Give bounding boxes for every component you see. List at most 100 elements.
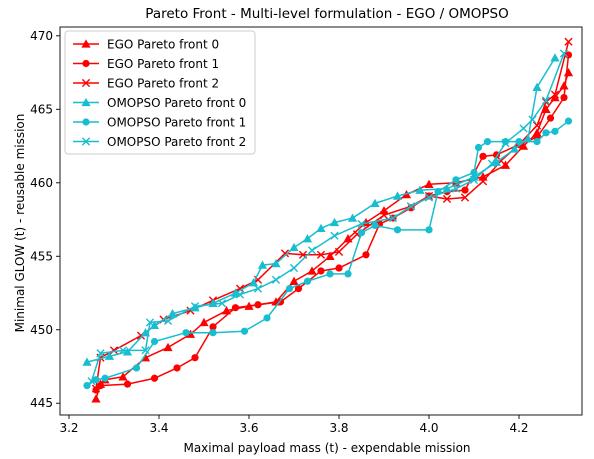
data-point <box>191 354 199 362</box>
data-point <box>82 357 92 366</box>
data-point <box>347 213 358 222</box>
data-point <box>221 306 232 315</box>
data-point <box>235 290 245 299</box>
data-point <box>442 194 452 204</box>
y-tick-label: 470 <box>30 29 53 43</box>
data-point <box>564 117 573 125</box>
data-point <box>392 191 403 200</box>
y-tick-label: 465 <box>30 102 53 116</box>
data-point <box>330 231 339 240</box>
data-point <box>357 229 366 237</box>
data-point <box>132 364 141 372</box>
x-tick-label: 3.8 <box>329 421 348 435</box>
data-point <box>550 53 560 62</box>
data-point <box>393 226 402 234</box>
data-point <box>451 184 461 193</box>
data-point <box>271 275 281 284</box>
legend-label: EGO Pareto front 2 <box>107 77 219 91</box>
data-point <box>470 168 478 177</box>
data-point <box>533 138 541 146</box>
data-point <box>163 316 173 326</box>
x-axis-label: Maximal payload mass (t) - expendable mi… <box>183 441 470 455</box>
data-point <box>371 221 379 230</box>
legend-marker <box>82 59 90 68</box>
data-point <box>316 223 326 233</box>
data-point <box>479 152 487 160</box>
legend-label: OMOPSO Pareto front 1 <box>107 116 246 130</box>
legend-label: EGO Pareto front 1 <box>107 57 219 71</box>
x-tick-label: 4.0 <box>419 421 438 435</box>
data-point <box>92 386 100 394</box>
data-point <box>118 346 128 355</box>
data-point <box>329 217 340 227</box>
legend-entry-0: EGO Pareto front 0 <box>73 38 219 52</box>
data-point <box>294 285 303 293</box>
data-point <box>362 251 370 259</box>
data-point <box>185 329 196 338</box>
data-point <box>523 134 533 143</box>
data-point <box>474 143 483 152</box>
plot-area <box>82 37 574 403</box>
data-point <box>231 304 240 312</box>
data-point <box>141 346 150 355</box>
data-point <box>163 342 173 352</box>
data-point <box>425 226 433 234</box>
data-point <box>104 351 115 360</box>
plot-frame <box>59 26 583 416</box>
data-point <box>167 308 178 318</box>
data-point <box>257 260 268 269</box>
data-point <box>559 81 569 90</box>
legend-marker <box>81 97 91 107</box>
data-point <box>326 270 334 278</box>
legend-entry-2: EGO Pareto front 2 <box>73 77 219 91</box>
legend-marker <box>82 118 90 126</box>
data-point <box>199 317 209 327</box>
data-point <box>96 382 105 390</box>
data-point <box>316 250 326 259</box>
data-point <box>109 346 119 355</box>
data-point <box>91 394 101 403</box>
data-point <box>560 93 568 102</box>
data-point <box>271 259 281 268</box>
data-point <box>515 138 523 146</box>
data-point <box>253 284 263 293</box>
data-point <box>230 288 241 297</box>
data-point <box>173 364 181 372</box>
data-point <box>357 219 366 229</box>
legend-marker <box>81 137 91 146</box>
data-point <box>388 213 398 223</box>
axes: 3.2 3.4 3.6 3.8 4.0 4.2 445 450 455 460 465 470 <box>30 26 583 435</box>
data-point <box>149 320 160 330</box>
y-tick-label: 450 <box>30 323 53 337</box>
y-tick-label: 445 <box>30 396 53 410</box>
data-point <box>564 37 573 46</box>
legend-entry-4: OMOPSO Pareto front 1 <box>73 116 246 130</box>
chart-title: Pareto Front - Multi-level formulation -… <box>145 6 508 22</box>
data-point <box>461 186 469 194</box>
data-point <box>424 193 434 202</box>
series-line <box>86 120 569 387</box>
data-point <box>325 251 335 260</box>
data-point <box>550 90 560 99</box>
data-point <box>528 115 537 124</box>
data-point <box>519 124 528 133</box>
data-point <box>91 384 101 393</box>
data-point <box>317 267 325 275</box>
data-point <box>541 96 551 105</box>
data-point <box>302 234 313 243</box>
legend-label: EGO Pareto front 0 <box>107 38 219 52</box>
data-point <box>559 49 569 58</box>
data-point <box>118 372 128 381</box>
data-point <box>542 129 550 137</box>
y-tick-label: 455 <box>30 249 53 263</box>
legend-label: OMOPSO Pareto front 0 <box>107 96 246 110</box>
data-point <box>209 323 217 331</box>
series-line <box>90 53 565 382</box>
legend-entry-1: EGO Pareto front 1 <box>73 57 219 71</box>
data-point <box>303 277 312 285</box>
data-point <box>101 374 109 382</box>
y-axis-label: Minimal GLOW (t) - reusable mission <box>13 114 27 333</box>
data-point <box>123 380 132 388</box>
data-point <box>452 176 460 184</box>
